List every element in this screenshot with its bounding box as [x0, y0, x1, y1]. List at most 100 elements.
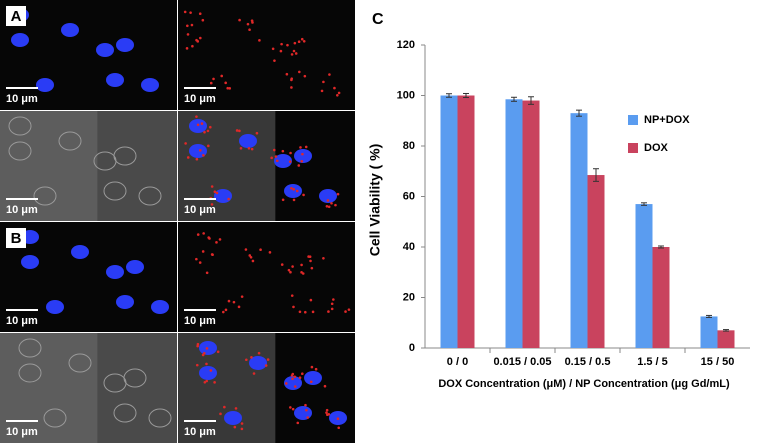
red-dot: [298, 310, 302, 314]
bar: [522, 100, 540, 348]
red-dot: [195, 257, 198, 261]
red-dot: [220, 74, 224, 78]
red-dot: [222, 310, 225, 314]
red-dot: [290, 294, 294, 297]
red-dot: [245, 358, 248, 362]
red-dot: [330, 302, 334, 306]
red-dot: [240, 422, 244, 425]
red-dot: [291, 372, 295, 376]
red-dot: [291, 265, 294, 268]
red-dot: [302, 39, 306, 43]
image-haze: [0, 333, 98, 443]
red-dot: [234, 407, 238, 410]
red-dot: [268, 251, 272, 254]
nucleus: [294, 149, 312, 163]
cell-outline: [33, 186, 57, 206]
red-dot: [248, 254, 252, 257]
red-dot: [309, 298, 313, 302]
panel-label: A: [11, 8, 22, 25]
red-dot: [293, 385, 297, 388]
red-dot: [336, 417, 340, 421]
red-dot: [336, 94, 339, 97]
legend-swatch: [628, 115, 638, 125]
micrograph: 10 μm: [0, 111, 177, 221]
nucleus: [304, 371, 322, 385]
red-dot: [203, 130, 206, 134]
cell-outline: [68, 353, 92, 373]
red-dot: [196, 344, 199, 348]
cell-outline: [113, 146, 137, 166]
red-dot: [250, 147, 254, 151]
red-dot: [189, 11, 192, 14]
red-dot: [314, 367, 318, 371]
red-dot: [205, 347, 209, 350]
scale-bar-label: 10 μm: [184, 315, 216, 327]
red-dot: [301, 152, 304, 156]
red-dot: [303, 74, 307, 78]
red-dot: [211, 253, 214, 257]
red-dot: [196, 123, 200, 127]
nucleus: [214, 189, 232, 203]
nucleus: [116, 295, 134, 309]
y-tick-label: 60: [403, 190, 415, 202]
red-dot: [300, 372, 304, 376]
red-dot: [202, 351, 206, 355]
red-dot: [293, 41, 297, 45]
red-dot: [237, 305, 241, 309]
nucleus: [274, 154, 292, 168]
red-dot: [306, 416, 310, 419]
red-dot: [227, 299, 231, 303]
red-dot: [310, 365, 314, 369]
red-dot: [298, 376, 302, 380]
bar: [717, 330, 735, 348]
red-dot: [201, 250, 205, 253]
red-dot: [212, 77, 215, 81]
red-dot: [305, 408, 308, 412]
nucleus: [116, 38, 134, 52]
red-dot: [252, 372, 256, 375]
cell-outline: [103, 181, 127, 201]
red-dot: [202, 232, 205, 235]
red-dot: [195, 38, 198, 42]
red-dot: [288, 160, 292, 163]
red-dot: [205, 362, 208, 366]
nucleus: [61, 23, 79, 37]
red-dot: [290, 186, 293, 190]
red-dot: [302, 193, 305, 197]
red-dot: [297, 40, 301, 44]
legend-label: DOX: [644, 142, 669, 154]
red-dot: [198, 149, 202, 152]
red-dot: [292, 49, 296, 53]
micrograph: 10 μm B: [0, 222, 177, 332]
bar: [652, 247, 670, 348]
red-dot: [304, 403, 307, 407]
red-dot: [330, 201, 333, 205]
red-dot: [332, 298, 335, 301]
nucleus: [71, 245, 89, 259]
red-dot: [207, 144, 210, 148]
red-dot: [186, 24, 189, 28]
cell-outline: [8, 116, 32, 136]
red-dot: [186, 33, 190, 36]
panel-label-box: [6, 228, 26, 248]
nucleus: [151, 300, 169, 314]
red-dot: [238, 129, 241, 133]
red-dot: [250, 356, 253, 359]
red-dot: [322, 80, 325, 84]
red-dot: [228, 87, 232, 90]
red-dot: [209, 81, 213, 85]
red-dot: [275, 159, 279, 163]
red-dot: [292, 198, 296, 202]
red-dot: [333, 86, 336, 90]
red-dot: [232, 300, 236, 304]
red-dot: [272, 148, 276, 152]
red-dot: [210, 203, 214, 206]
cell-outline: [8, 141, 32, 161]
red-dot: [325, 408, 329, 412]
red-dot: [281, 149, 285, 153]
red-dot: [299, 146, 302, 149]
cell-outline: [113, 403, 137, 423]
red-dot: [195, 363, 199, 367]
panel-label: C: [372, 11, 384, 28]
